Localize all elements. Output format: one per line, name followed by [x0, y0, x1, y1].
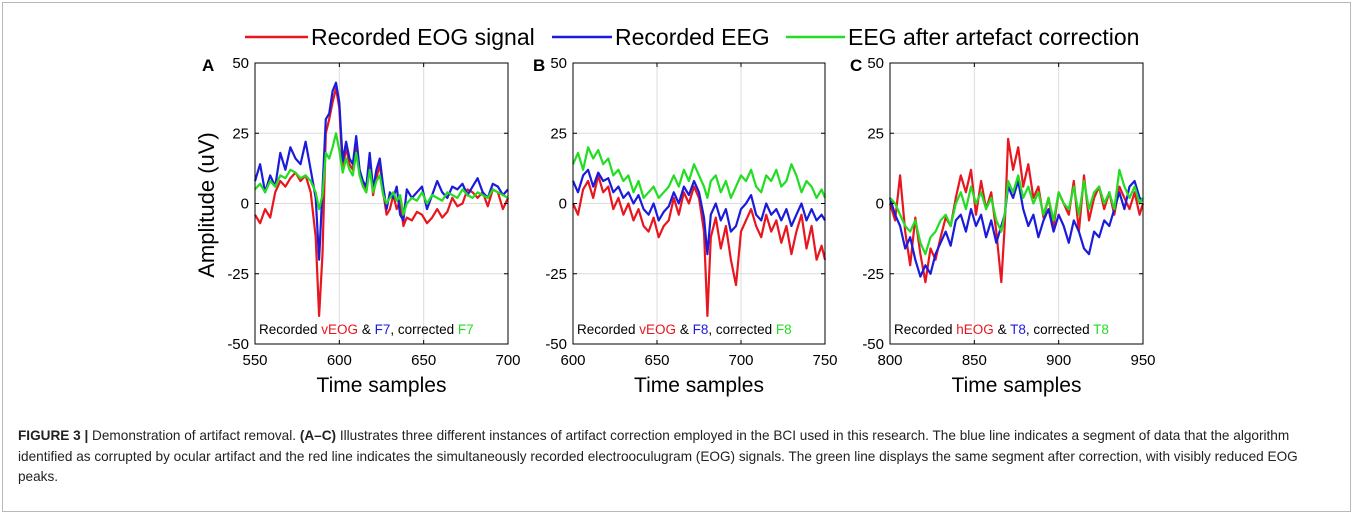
- x-tick-label: 950: [1130, 352, 1155, 369]
- x-tick-label: 750: [812, 352, 837, 369]
- caption-figure-label: FIGURE 3 |: [18, 428, 89, 443]
- panel-b: 600 650 700 750 -50 -25 0 25 50 Time samples B Reco…: [533, 55, 838, 397]
- y-tick-label: 0: [876, 196, 884, 213]
- annotation-part: F7: [375, 322, 391, 337]
- series-line-2: [571, 168, 826, 256]
- panel-letter: C: [850, 56, 862, 75]
- annotation-part: Recorded: [577, 322, 639, 337]
- series-line-3: [889, 168, 1144, 256]
- x-tick-label: 700: [495, 352, 520, 369]
- caption-text-2: Illustrates three different instances of…: [18, 428, 1298, 484]
- y-tick-label: 50: [550, 55, 567, 72]
- series-line-2: [888, 179, 1144, 278]
- y-tick-label: -50: [545, 336, 567, 353]
- x-tick-label: 600: [560, 352, 585, 369]
- annotation-part: &: [994, 322, 1010, 337]
- x-axis-label: Time samples: [634, 374, 764, 397]
- legend-label-1: Recorded EOG signal: [311, 24, 535, 50]
- x-tick-label: 650: [644, 352, 669, 369]
- y-axis-label: Amplitude (uV): [194, 132, 219, 278]
- annotation-part: Recorded: [259, 322, 321, 337]
- y-tick-label: 25: [232, 125, 249, 142]
- panel-a: 550 600 650 700 -50 -25 0 25 50 Time samples A Reco…: [202, 55, 521, 397]
- x-tick-label: 700: [728, 352, 753, 369]
- x-tick-label: 600: [327, 352, 352, 369]
- x-tick-label: 900: [1046, 352, 1071, 369]
- y-tick-label: 0: [559, 196, 567, 213]
- caption-panels: (A–C): [299, 428, 337, 443]
- figure-chart: Recorded EOG signal Recorded EEG EEG after…: [194, 24, 1156, 397]
- panel-annotation: Recorded vEOG & F8, corrected F8: [577, 322, 792, 337]
- series-line-3: [254, 132, 509, 216]
- annotation-part: , corrected: [1026, 322, 1093, 337]
- annotation-part: , corrected: [390, 322, 458, 337]
- annotation-part: T8: [1093, 322, 1109, 337]
- annotation-part: F8: [693, 322, 709, 337]
- annotation-part: F7: [458, 322, 474, 337]
- legend-label-2: Recorded EEG: [615, 24, 770, 50]
- annotation-part: Recorded: [894, 322, 956, 337]
- y-tick-label: 0: [241, 196, 249, 213]
- y-tick-label: 50: [232, 55, 249, 72]
- series-line-1: [571, 174, 827, 317]
- panel-letter: A: [202, 56, 214, 75]
- series-line-3: [571, 146, 827, 199]
- figure-caption: FIGURE 3 | Demonstration of artifact rem…: [18, 426, 1338, 488]
- annotation-part: hEOG: [956, 322, 994, 337]
- panel-annotation: Recorded vEOG & F7, corrected F7: [259, 322, 474, 337]
- annotation-part: &: [676, 322, 693, 337]
- x-axis-label: Time samples: [952, 374, 1082, 397]
- annotation-part: , corrected: [708, 322, 776, 337]
- y-tick-label: -25: [545, 266, 567, 283]
- y-tick-label: 25: [550, 125, 567, 142]
- series-line-2: [253, 81, 509, 261]
- annotation-part: T8: [1010, 322, 1026, 337]
- legend-label-3: EEG after artefact correction: [848, 24, 1139, 50]
- annotation-part: &: [358, 322, 375, 337]
- panel-annotation: Recorded hEOG & T8, corrected T8: [894, 322, 1109, 337]
- annotation-part: vEOG: [639, 322, 676, 337]
- y-tick-label: -25: [862, 266, 884, 283]
- y-tick-label: -50: [862, 336, 884, 353]
- panel-letter: B: [533, 56, 545, 75]
- y-tick-label: -50: [227, 336, 249, 353]
- y-tick-label: 50: [867, 55, 884, 72]
- annotation-part: vEOG: [321, 322, 358, 337]
- panel-c: 800 850 900 950 -50 -25 0 25 50 Time samples C Reco…: [850, 55, 1156, 397]
- y-tick-label: -25: [227, 266, 249, 283]
- x-axis-label: Time samples: [317, 374, 447, 397]
- x-tick-label: 850: [962, 352, 987, 369]
- y-tick-label: 25: [867, 125, 884, 142]
- x-tick-label: 800: [877, 352, 902, 369]
- x-tick-label: 550: [242, 352, 267, 369]
- caption-text-1: Demonstration of artifact removal.: [88, 428, 300, 443]
- annotation-part: F8: [776, 322, 792, 337]
- x-tick-label: 650: [411, 352, 436, 369]
